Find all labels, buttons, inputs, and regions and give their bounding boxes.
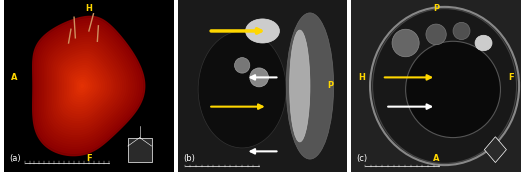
Text: (a): (a): [9, 154, 21, 163]
Polygon shape: [34, 19, 143, 153]
Polygon shape: [46, 35, 128, 137]
Polygon shape: [36, 21, 141, 151]
Text: A: A: [433, 154, 439, 163]
Ellipse shape: [373, 9, 517, 163]
Text: F: F: [86, 154, 92, 163]
Ellipse shape: [286, 13, 334, 159]
Text: A: A: [11, 73, 17, 82]
Text: (c): (c): [356, 154, 368, 163]
Circle shape: [250, 68, 268, 87]
Ellipse shape: [475, 35, 492, 51]
Polygon shape: [55, 47, 117, 125]
Bar: [128, 138, 152, 162]
Polygon shape: [485, 137, 507, 163]
Polygon shape: [52, 45, 119, 127]
Text: P: P: [433, 4, 439, 13]
Text: H: H: [86, 4, 92, 13]
Circle shape: [426, 24, 446, 45]
Circle shape: [235, 58, 250, 73]
Polygon shape: [76, 78, 90, 94]
Polygon shape: [41, 28, 134, 144]
Polygon shape: [61, 56, 109, 116]
Circle shape: [453, 22, 470, 40]
Text: H: H: [358, 73, 365, 82]
Text: F: F: [508, 73, 514, 82]
Polygon shape: [63, 59, 107, 113]
Polygon shape: [58, 52, 113, 120]
Polygon shape: [38, 23, 139, 149]
Polygon shape: [69, 68, 98, 104]
Polygon shape: [66, 63, 102, 109]
Ellipse shape: [290, 30, 310, 142]
Text: (b): (b): [183, 154, 195, 163]
Circle shape: [392, 29, 419, 57]
Ellipse shape: [198, 31, 286, 148]
Polygon shape: [39, 26, 136, 146]
Circle shape: [406, 41, 500, 138]
Polygon shape: [48, 37, 125, 135]
Polygon shape: [49, 40, 123, 132]
Polygon shape: [81, 85, 83, 87]
Ellipse shape: [246, 19, 279, 43]
Polygon shape: [68, 66, 100, 106]
Polygon shape: [78, 80, 88, 92]
Text: P: P: [327, 82, 333, 90]
Polygon shape: [79, 82, 86, 90]
Polygon shape: [51, 42, 121, 130]
Polygon shape: [73, 73, 94, 99]
Polygon shape: [43, 30, 132, 142]
Polygon shape: [45, 33, 130, 139]
Polygon shape: [75, 75, 92, 97]
Polygon shape: [56, 49, 115, 123]
Polygon shape: [59, 54, 111, 118]
Polygon shape: [71, 71, 96, 101]
Polygon shape: [65, 61, 104, 111]
Polygon shape: [33, 16, 145, 156]
